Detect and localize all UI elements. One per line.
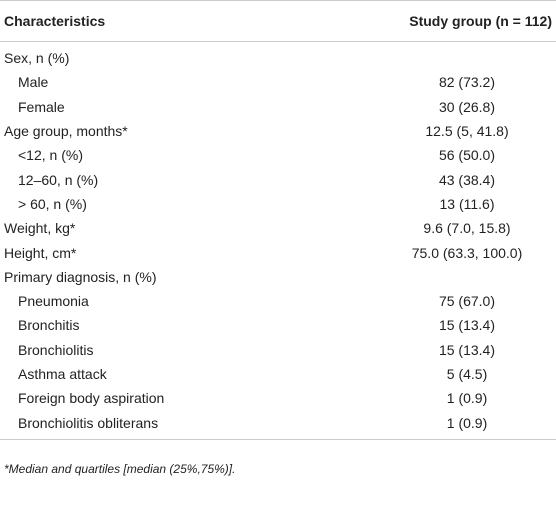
value-cell [378,42,556,71]
table-row: Bronchiolitis 15 (13.4) [0,338,556,362]
label-cell: Bronchitis [18,317,80,334]
value-cell: 5 (4.5) [446,366,488,382]
value-cell: 13 (11.6) [439,195,495,212]
label-cell: Weight, kg* [4,220,76,237]
table-row: Sex, n (%) [0,42,556,71]
table-row: Bronchiolitis obliterans 1 (0.9) [0,410,556,440]
label-cell: Foreign body aspiration [18,390,165,407]
label-cell: Asthma attack [18,366,107,382]
table: Characteristics Study group (n = 112) Se… [0,0,556,440]
table-row: Male 82 (73.2) [0,70,556,94]
value-cell: 75 (67.0) [438,293,496,310]
table-row: Weight, kg* 9.6 (7.0, 15.8) [0,216,556,240]
table-row: <12, n (%) 56 (50.0) [0,143,556,167]
value-cell: 15 (13.4) [438,317,496,334]
label-cell: Male [18,74,49,91]
table-row: Foreign body aspiration 1 (0.9) [0,386,556,410]
value-cell: 43 (38.4) [438,171,496,188]
header-cell: Characteristics [0,0,378,42]
label-cell: Sex, n (%) [4,50,70,67]
table-row: Bronchitis 15 (13.4) [0,313,556,337]
label-cell: Bronchiolitis [18,341,94,358]
label-cell: <12, n (%) [18,147,83,164]
value-cell: 30 (26.8) [438,98,496,115]
table-row: Height, cm* 75.0 (63.3, 100.0) [0,240,556,264]
table-row: Female 30 (26.8) [0,95,556,119]
label-cell: > 60, n (%) [18,195,87,212]
label-cell: Bronchiolitis obliterans [0,410,378,440]
value-cell: 75.0 (63.3, 100.0) [411,244,523,261]
value-cell [378,265,556,289]
value-cell: 15 (13.4) [438,341,496,358]
table-page: Characteristics Study group (n = 112) Se… [0,0,556,476]
value-cell: 56 (50.0) [438,147,496,164]
label-cell: 12–60, n (%) [18,171,99,188]
value-cell: 12.5 (5, 41.8) [425,123,509,140]
table-body: Sex, n (%) Male 82 (73.2) Female 30 (26.8) Ag… [0,42,556,440]
table-row: Age group, months* 12.5 (5, 41.8) [0,119,556,143]
table-row: > 60, n (%) 13 (11.6) [0,192,556,216]
header-row: Characteristics Study group (n = 112) [0,0,556,42]
value-cell: 82 (73.2) [438,74,496,91]
footnote: *Median and quartiles [median (25%,75%)]… [4,461,236,476]
label-cell: Age group, months* [4,123,128,140]
label-cell: Female [18,98,65,115]
label-cell: Pneumonia [18,293,89,310]
table-row: Primary diagnosis, n (%) [0,265,556,289]
value-cell: 9.6 (7.0, 15.8) [423,220,511,237]
value-cell: 1 (0.9) [446,390,488,407]
header-cell: Study group (n = 112) [378,0,556,42]
table-row: 12–60, n (%) 43 (38.4) [0,167,556,191]
value-cell: 1 (0.9) [378,410,556,440]
label-cell: Height, cm* [4,244,77,261]
table-row: Asthma attack 5 (4.5) [0,362,556,386]
table-row: Pneumonia 75 (67.0) [0,289,556,313]
label-cell: Primary diagnosis, n (%) [4,268,157,285]
